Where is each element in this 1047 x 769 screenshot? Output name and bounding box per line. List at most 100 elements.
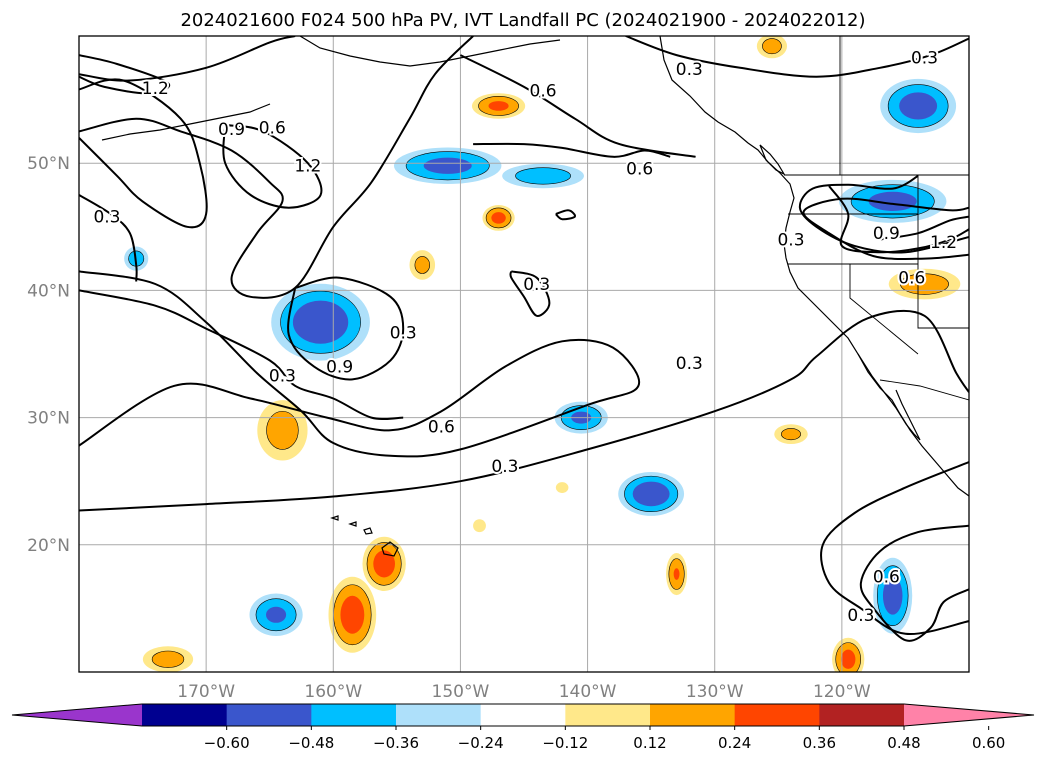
contour-label: 0.6: [259, 119, 286, 139]
colorbar-extend-min: [12, 704, 142, 726]
ivt-outline: [255, 598, 297, 632]
contour-label: 0.3: [847, 606, 874, 626]
ivt-outline: [887, 84, 949, 128]
coastline-baja-california: [857, 353, 921, 441]
contour-label: 0.3: [523, 275, 550, 295]
map-panel[interactable]: 1.2 0.9 0.6 1.2 0.3 0.6 0.3 0.6 0.3 0.3 0.9 0.3 0.3 0…: [78, 34, 970, 681]
map-axes: 170°W 160°W 150°W 140°W 130°W 120°W 20°N 30°N 40…: [27, 154, 871, 702]
contour-label: 1.2: [294, 157, 321, 177]
ivt-outline: [624, 475, 679, 513]
pv-contour-1-2: [879, 215, 969, 241]
map-frame: [78, 35, 970, 673]
pv-contour-0-3: [509, 270, 551, 317]
contour-label: 0.6: [898, 269, 925, 289]
lon-tick-label: 160°W: [304, 682, 362, 702]
colorbar-bin: [734, 704, 820, 726]
colorbar: −0.60 −0.48 −0.36 −0.24 −0.12 0.12 0.24 0.36 0.4…: [11, 703, 1035, 752]
ivt-fill-level: [473, 519, 486, 533]
ivt-outline: [762, 38, 782, 55]
pv-contour-0-3: [625, 36, 969, 78]
colorbar-extend-max: [904, 704, 1034, 726]
ivt-outline: [900, 273, 949, 295]
ivt-anomaly-blob: [555, 482, 569, 493]
lat-tick-label: 20°N: [27, 536, 70, 556]
ivt-fill-level: [488, 101, 509, 111]
colorbar-bin: [565, 704, 651, 726]
ivt-anomaly-blob: [473, 519, 486, 533]
ivt-outline: [485, 207, 512, 229]
ivt-fill-level: [292, 300, 349, 344]
graticule: [79, 36, 969, 672]
ivt-outline: [151, 650, 185, 668]
contour-label: 1.2: [142, 79, 169, 99]
pv-contour-0-6: [79, 36, 474, 299]
coastline-gulf-of-alaska: [299, 36, 561, 67]
pv-contour-0-9: [79, 78, 208, 229]
contour-label: 0.3: [269, 367, 296, 387]
lon-tick-label: 130°W: [686, 682, 744, 702]
contour-label: 0.9: [326, 358, 353, 378]
ivt-fill-level: [900, 273, 949, 295]
coastline-layer: [101, 36, 969, 557]
ivt-fill-level: [266, 411, 299, 450]
ivt-fill-level: [515, 167, 571, 185]
colorbar-bin: [142, 704, 228, 726]
colorbar-tick-label: −0.36: [373, 734, 419, 752]
colorbar-tick-label: 0.48: [887, 734, 920, 752]
ivt-anomaly-blob: [393, 147, 502, 185]
ivt-fill-level: [423, 157, 472, 174]
ivt-anomaly-blob: [888, 268, 961, 300]
ivt-outline: [781, 428, 801, 441]
ivt-fill-level: [899, 92, 938, 120]
contour-label: 0.6: [626, 159, 653, 179]
border-state-nevada: [849, 264, 919, 355]
pv-contour-0-6: [473, 142, 671, 158]
ivt-anomaly-blob: [838, 179, 947, 223]
colorbar-tick-label: −0.24: [458, 734, 504, 752]
ivt-anomaly-blob: [328, 576, 377, 653]
colorbar-tick-label: 0.36: [803, 734, 836, 752]
ivt-fill-level: [266, 606, 287, 623]
contour-label: 0.3: [676, 60, 703, 80]
lat-tick-label: 50°N: [27, 154, 70, 174]
pv-contour-labels: 1.2 0.9 0.6 1.2 0.3 0.6 0.3 0.6 0.3 0.3 0.9 0.3 0.3 0…: [91, 47, 959, 628]
ivt-anomaly-blob: [756, 36, 788, 59]
hawaii-island-kauai: [330, 515, 339, 521]
ivt-outline: [478, 96, 519, 116]
border-us-mexico: [879, 379, 969, 401]
ivt-fill-level: [152, 651, 184, 668]
ivt-fill-level: [781, 428, 801, 440]
colorbar-tick-label: 0.24: [718, 734, 751, 752]
colorbar-bin: [226, 704, 312, 726]
contour-label: 0.3: [911, 49, 938, 69]
ivt-anomaly-blob: [873, 557, 913, 634]
hawaii-island-maui: [363, 527, 373, 535]
pv-contours: [79, 36, 969, 642]
lat-tick-label: 40°N: [27, 281, 70, 301]
contour-label: 0.3: [491, 457, 518, 477]
ivt-fill-layer: [124, 36, 961, 672]
coastline-aleutians: [101, 103, 271, 141]
lon-tick-label: 120°W: [813, 682, 871, 702]
ivt-fill-level: [414, 256, 430, 274]
ivt-outline: [405, 151, 490, 181]
ivt-outline: [266, 410, 299, 450]
ivt-outline: [668, 558, 685, 590]
lon-tick-label: 170°W: [177, 682, 235, 702]
pv-contour-0-9: [828, 185, 969, 254]
pv-contour-0-6: [859, 524, 969, 642]
ivt-fill-level: [762, 38, 782, 54]
ivt-anomaly-blob: [482, 204, 515, 231]
contour-label: 0.6: [428, 418, 455, 438]
pv-contour-0-3: [79, 289, 404, 421]
colorbar-bin: [311, 704, 397, 726]
contour-label: 0.6: [530, 82, 557, 102]
lat-tick-label: 30°N: [27, 409, 70, 429]
pv-contour-0-6: [79, 270, 641, 458]
colorbar-tick-label: −0.60: [204, 734, 250, 752]
ivt-outline: [515, 167, 571, 185]
colorbar-tick-label: −0.12: [542, 734, 588, 752]
contour-label: 0.9: [218, 120, 245, 140]
